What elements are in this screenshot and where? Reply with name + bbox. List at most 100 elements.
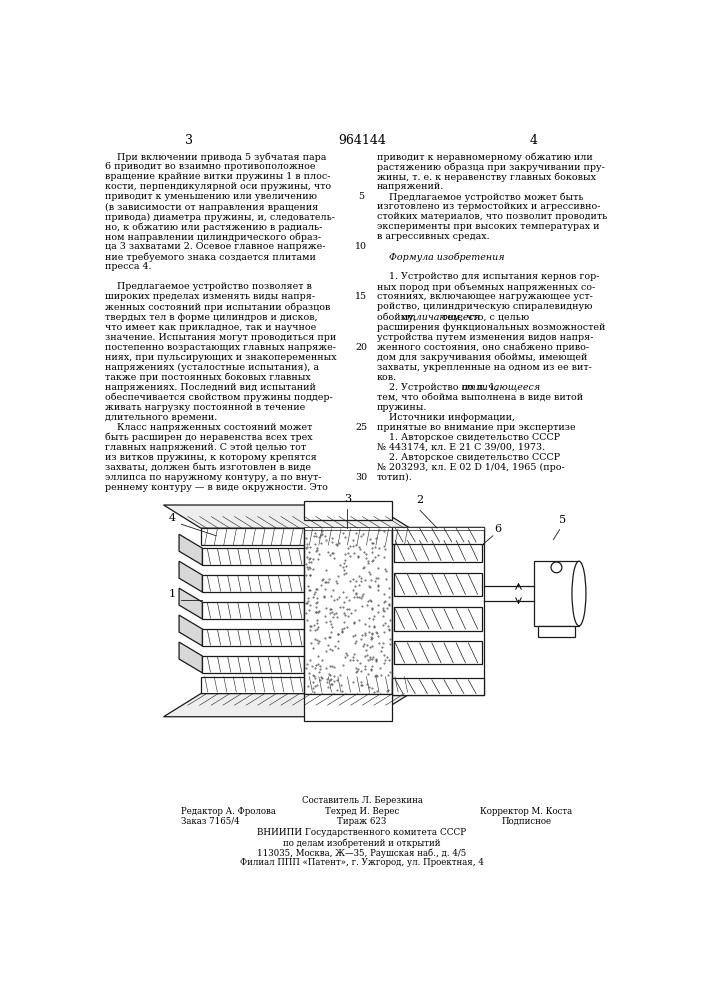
Text: женных состояний при испытании образцов: женных состояний при испытании образцов xyxy=(105,302,331,312)
Text: твердых тел в форме цилиндров и дисков,: твердых тел в форме цилиндров и дисков, xyxy=(105,312,318,322)
Text: 2: 2 xyxy=(416,495,423,505)
Bar xyxy=(534,561,579,626)
Text: Корректор М. Коста: Корректор М. Коста xyxy=(480,807,572,816)
Text: 113035, Москва, Ж—35, Раушская наб., д. 4/5: 113035, Москва, Ж—35, Раушская наб., д. … xyxy=(257,848,467,858)
Text: ниях, при пульсирующих и знакопеременных: ниях, при пульсирующих и знакопеременных xyxy=(105,353,337,362)
Bar xyxy=(392,527,484,544)
Text: устройства путем изменения видов напря-: устройства путем изменения видов напря- xyxy=(377,333,593,342)
Text: 25: 25 xyxy=(355,423,367,432)
Text: вращение крайние витки пружины 1 в плос-: вращение крайние витки пружины 1 в плос- xyxy=(105,172,331,181)
Text: ном направлении цилиндрического образ-: ном направлении цилиндрического образ- xyxy=(105,232,322,242)
Text: женного состояния, оно снабжено приво-: женного состояния, оно снабжено приво- xyxy=(377,343,589,352)
Text: стояниях, включающее нагружающее уст-: стояниях, включающее нагружающее уст- xyxy=(377,292,592,301)
Text: обойму,: обойму, xyxy=(377,312,419,322)
Text: кости, перпендикулярной оси пружины, что: кости, перпендикулярной оси пружины, что xyxy=(105,182,332,191)
Text: № 443174, кл. Е 21 С 39/00, 1973.: № 443174, кл. Е 21 С 39/00, 1973. xyxy=(377,443,545,452)
Text: Филиал ППП «Патент», г. Ужгород, ул. Проектная, 4: Филиал ППП «Патент», г. Ужгород, ул. Про… xyxy=(240,858,484,867)
Text: 1. Устройство для испытания кернов гор-: 1. Устройство для испытания кернов гор- xyxy=(377,272,599,281)
Text: 2. Авторское свидетельство СССР: 2. Авторское свидетельство СССР xyxy=(377,453,560,462)
Text: жины, т. е. к неравенству главных боковых: жины, т. е. к неравенству главных боковы… xyxy=(377,172,596,182)
Bar xyxy=(201,528,410,545)
Text: длительного времени.: длительного времени. xyxy=(105,413,218,422)
Text: но, к обжатию или растяжению в радиаль-: но, к обжатию или растяжению в радиаль- xyxy=(105,222,323,232)
Text: ных пород при объемных напряженных со-: ных пород при объемных напряженных со- xyxy=(377,282,595,292)
Polygon shape xyxy=(179,534,202,565)
Bar xyxy=(304,527,484,530)
Text: дом для закручивания обоймы, имеющей: дом для закручивания обоймы, имеющей xyxy=(377,353,587,362)
Polygon shape xyxy=(179,588,202,619)
Text: 6: 6 xyxy=(494,524,501,534)
Text: тем, что обойма выполнена в виде витой: тем, что обойма выполнена в виде витой xyxy=(377,393,583,402)
Text: обеспечивается свойством пружины поддер-: обеспечивается свойством пружины поддер- xyxy=(105,393,333,402)
Text: Составитель Л. Березкина: Составитель Л. Березкина xyxy=(301,796,422,805)
Text: ца 3 захватами 2. Осевое главное напряже-: ца 3 захватами 2. Осевое главное напряже… xyxy=(105,242,326,251)
Text: быть расширен до неравенства всех трех: быть расширен до неравенства всех трех xyxy=(105,433,313,442)
Text: (в зависимости от направления вращения: (в зависимости от направления вращения xyxy=(105,202,319,212)
Text: При включении привода 5 зубчатая пара: При включении привода 5 зубчатая пара xyxy=(105,152,327,162)
Text: отличающееся: отличающееся xyxy=(402,312,481,322)
Bar xyxy=(392,527,484,695)
Bar xyxy=(202,629,304,646)
Text: 10: 10 xyxy=(355,242,367,251)
Text: значение. Испытания могут проводиться при: значение. Испытания могут проводиться пр… xyxy=(105,333,337,342)
Text: эллипса по наружному контуру, а по внут-: эллипса по наружному контуру, а по внут- xyxy=(105,473,322,482)
Text: из витков пружины, к которому крепятся: из витков пружины, к которому крепятся xyxy=(105,453,317,462)
Text: тотип).: тотип). xyxy=(377,473,412,482)
Text: Заказ 7165/4: Заказ 7165/4 xyxy=(182,817,240,826)
Text: 5: 5 xyxy=(559,515,566,525)
Bar xyxy=(202,575,304,592)
Text: Источники информации,: Источники информации, xyxy=(377,413,515,422)
Bar xyxy=(202,548,304,565)
Text: реннему контуру — в виде окружности. Это: реннему контуру — в виде окружности. Это xyxy=(105,483,328,492)
Polygon shape xyxy=(179,642,202,673)
Bar xyxy=(538,626,575,637)
Text: захваты, должен быть изготовлен в виде: захваты, должен быть изготовлен в виде xyxy=(105,463,311,472)
Text: ройство, цилиндрическую спиралевидную: ройство, цилиндрическую спиралевидную xyxy=(377,302,592,311)
Text: живать нагрузку постоянной в течение: живать нагрузку постоянной в течение xyxy=(105,403,305,412)
Text: напряжениях (усталостные испытания), а: напряжениях (усталостные испытания), а xyxy=(105,363,320,372)
Bar xyxy=(394,607,482,631)
Polygon shape xyxy=(179,561,202,592)
Text: 1. Авторское свидетельство СССР: 1. Авторское свидетельство СССР xyxy=(377,433,560,442)
Text: Подписное: Подписное xyxy=(501,817,551,826)
Text: тем, что, с целью: тем, что, с целью xyxy=(440,312,530,322)
Text: 20: 20 xyxy=(355,343,367,352)
Text: захваты, укрепленные на одном из ее вит-: захваты, укрепленные на одном из ее вит- xyxy=(377,363,592,372)
Text: приводит к неравномерному обжатию или: приводит к неравномерному обжатию или xyxy=(377,152,592,162)
Text: приводит к уменьшению или увеличению: приводит к уменьшению или увеличению xyxy=(105,192,317,201)
Text: в агрессивных средах.: в агрессивных средах. xyxy=(377,232,489,241)
Bar xyxy=(304,501,392,520)
Text: Тираж 623: Тираж 623 xyxy=(337,817,387,826)
Text: что имеет как прикладное, так и научное: что имеет как прикладное, так и научное xyxy=(105,323,317,332)
Text: 4: 4 xyxy=(530,134,538,147)
Text: 30: 30 xyxy=(355,473,367,482)
Text: ков.: ков. xyxy=(377,373,397,382)
Text: Предлагаемое устройство позволяет в: Предлагаемое устройство позволяет в xyxy=(105,282,312,291)
Text: 3: 3 xyxy=(344,494,351,504)
Text: изготовлено из термостойких и агрессивно-: изготовлено из термостойких и агрессивно… xyxy=(377,202,600,211)
Polygon shape xyxy=(163,505,410,528)
Text: стойких материалов, что позволит проводить: стойких материалов, что позволит проводи… xyxy=(377,212,607,221)
Text: 15: 15 xyxy=(355,292,367,301)
Text: 964144: 964144 xyxy=(338,134,386,147)
Text: 2. Устройство по п. 1,: 2. Устройство по п. 1, xyxy=(377,383,501,392)
Text: 1: 1 xyxy=(168,589,175,599)
Text: также при постоянных боковых главных: также при постоянных боковых главных xyxy=(105,373,311,382)
Bar xyxy=(202,602,304,619)
Text: отличающееся: отличающееся xyxy=(462,383,541,392)
Text: пресса 4.: пресса 4. xyxy=(105,262,152,271)
Ellipse shape xyxy=(572,561,586,626)
Text: 5: 5 xyxy=(358,192,364,201)
Text: принятые во внимание при экспертизе: принятые во внимание при экспертизе xyxy=(377,423,575,432)
Bar xyxy=(202,656,304,673)
Bar xyxy=(392,678,484,695)
Text: ВНИИПИ Государственного комитета СССР: ВНИИПИ Государственного комитета СССР xyxy=(257,828,467,837)
Text: постепенно возрастающих главных напряже-: постепенно возрастающих главных напряже- xyxy=(105,343,337,352)
Text: № 203293, кл. Е 02 D 1/04, 1965 (про-: № 203293, кл. Е 02 D 1/04, 1965 (про- xyxy=(377,463,564,472)
Text: расширения функциональных возможностей: расширения функциональных возможностей xyxy=(377,323,605,332)
Bar xyxy=(394,539,482,562)
Bar xyxy=(304,694,392,721)
Circle shape xyxy=(551,562,562,573)
Text: Редактор А. Фролова: Редактор А. Фролова xyxy=(182,807,276,816)
Text: привода) диаметра пружины, и, следователь-: привода) диаметра пружины, и, следовател… xyxy=(105,212,335,222)
